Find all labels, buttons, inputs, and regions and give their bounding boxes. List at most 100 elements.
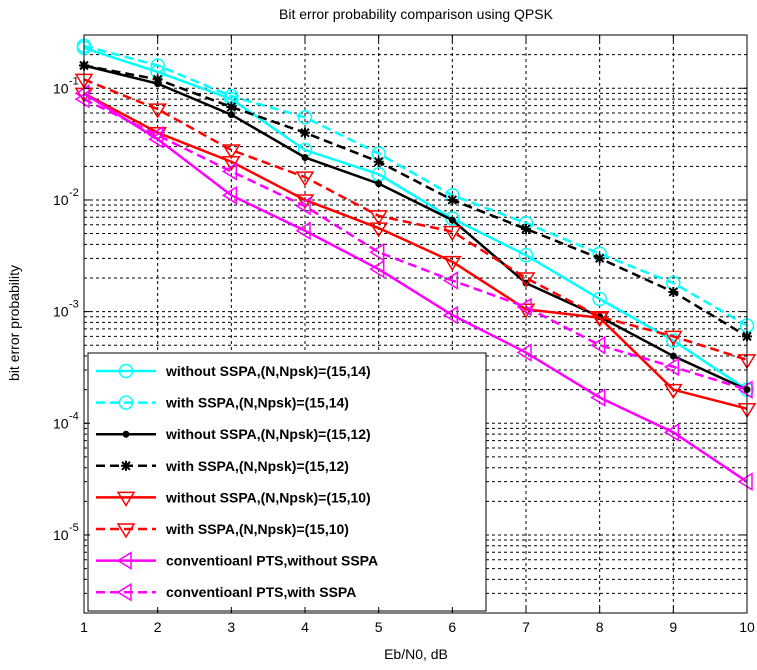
series-6 <box>74 73 757 370</box>
y-tick-exponent: -2 <box>69 187 79 199</box>
data-point <box>295 194 315 210</box>
series-line <box>83 97 748 391</box>
data-point <box>375 180 383 188</box>
data-point <box>152 74 163 85</box>
legend-label: conventioanl PTS,without SSPA <box>166 553 378 569</box>
y-tick-exponent: -5 <box>69 522 79 534</box>
data-point <box>295 171 315 187</box>
legend-entry: with SSPA,(N,Npsk)=(15,14) <box>96 395 349 411</box>
series-line <box>83 64 748 338</box>
data-point <box>221 162 238 181</box>
series-2 <box>76 38 755 333</box>
data-point <box>516 272 536 288</box>
data-point <box>447 194 458 205</box>
x-tick-label: 3 <box>227 619 235 635</box>
y-tick-label: 10 -5 <box>53 522 79 543</box>
data-point <box>295 221 311 241</box>
data-point <box>592 291 607 307</box>
data-point <box>663 383 683 400</box>
y-tick-base: 10 <box>53 527 69 543</box>
data-point <box>521 223 531 234</box>
data-point <box>516 297 532 317</box>
series-layer <box>74 38 757 492</box>
legend-entry: without SSPA,(N,Npsk)=(15,10) <box>96 489 371 507</box>
data-point <box>300 127 310 138</box>
y-tick-label: 10 -1 <box>53 75 79 96</box>
data-point <box>590 388 606 407</box>
data-point <box>221 185 238 205</box>
tick-marks <box>83 35 748 613</box>
x-tick-label: 10 <box>739 619 755 635</box>
data-point <box>590 335 606 355</box>
y-tick-exponent: -3 <box>69 299 79 311</box>
y-tick-exponent: -4 <box>69 410 79 422</box>
legend-marker <box>116 523 136 539</box>
x-tick-label: 4 <box>301 619 309 635</box>
legend-label: with SSPA,(N,Npsk)=(15,10) <box>165 521 349 537</box>
legend-entry: without SSPA,(N,Npsk)=(15,14) <box>96 363 371 379</box>
data-point <box>442 271 459 290</box>
data-point <box>516 303 536 319</box>
legend-marker <box>118 363 134 379</box>
series-line <box>83 92 748 410</box>
y-tick-base: 10 <box>53 80 69 96</box>
data-point <box>518 247 534 263</box>
data-point <box>663 422 680 442</box>
series-line <box>83 46 748 391</box>
plot-frame <box>83 34 748 614</box>
series-line <box>83 64 748 391</box>
data-point <box>669 352 677 360</box>
y-tick-base: 10 <box>53 192 69 208</box>
data-point <box>295 196 311 216</box>
legend-label: with SSPA,(N,Npsk)=(15,14) <box>165 395 349 411</box>
chart-title: Bit error probability comparison using Q… <box>279 6 554 22</box>
legend-entry: without SSPA,(N,Npsk)=(15,12) <box>96 426 371 442</box>
data-point <box>445 211 460 226</box>
legend-label: conventioanl PTS,with SSPA <box>166 584 356 600</box>
data-point <box>369 242 385 262</box>
y-tick-label: 10 -4 <box>53 410 79 431</box>
data-point <box>594 253 605 264</box>
data-point <box>227 111 235 119</box>
data-point <box>297 110 313 125</box>
legend-label: with SSPA,(N,Npsk)=(15,12) <box>165 458 349 474</box>
series-8 <box>74 89 753 400</box>
x-axis-label: Eb/N0, dB <box>384 646 448 662</box>
series-1 <box>76 40 755 397</box>
legend-entry: conventioanl PTS,with SSPA <box>96 582 356 602</box>
y-tick-label: 10 -2 <box>53 187 79 208</box>
legend-box <box>87 352 487 612</box>
legend: without SSPA,(N,Npsk)=(15,14) with SSPA,(… <box>87 352 487 612</box>
y-tick-label: 10 -3 <box>53 299 79 320</box>
data-point <box>442 305 459 325</box>
legend-entry: conventioanl PTS,without SSPA <box>96 551 378 570</box>
legend-label: without SSPA,(N,Npsk)=(15,14) <box>165 363 371 379</box>
y-tick-exponent: -1 <box>69 75 79 87</box>
data-point <box>668 286 679 297</box>
legend-marker <box>116 491 136 507</box>
y-tick-labels: 10-110-210-310-410-5 <box>53 75 79 543</box>
x-tick-label: 2 <box>154 619 162 635</box>
data-point <box>226 101 237 112</box>
data-point <box>442 225 462 242</box>
data-point <box>373 156 384 167</box>
data-point <box>516 343 532 362</box>
data-point <box>448 216 456 224</box>
legend-marker <box>116 551 132 570</box>
data-point <box>150 58 165 73</box>
series-line <box>83 44 748 327</box>
x-tick-label: 9 <box>669 619 677 635</box>
y-tick-base: 10 <box>53 304 69 320</box>
data-point <box>737 472 753 492</box>
data-point <box>590 310 610 327</box>
x-tick-label: 7 <box>522 619 530 635</box>
data-point <box>369 210 389 226</box>
x-tick-label: 1 <box>80 619 88 635</box>
x-tick-label: 6 <box>448 619 456 635</box>
legend-entry: with SSPA,(N,Npsk)=(15,10) <box>96 521 349 539</box>
legend-label: without SSPA,(N,Npsk)=(15,10) <box>165 489 371 505</box>
data-point <box>369 259 385 279</box>
x-tick-label: 8 <box>596 619 604 635</box>
x-tick-label: 5 <box>375 619 383 635</box>
